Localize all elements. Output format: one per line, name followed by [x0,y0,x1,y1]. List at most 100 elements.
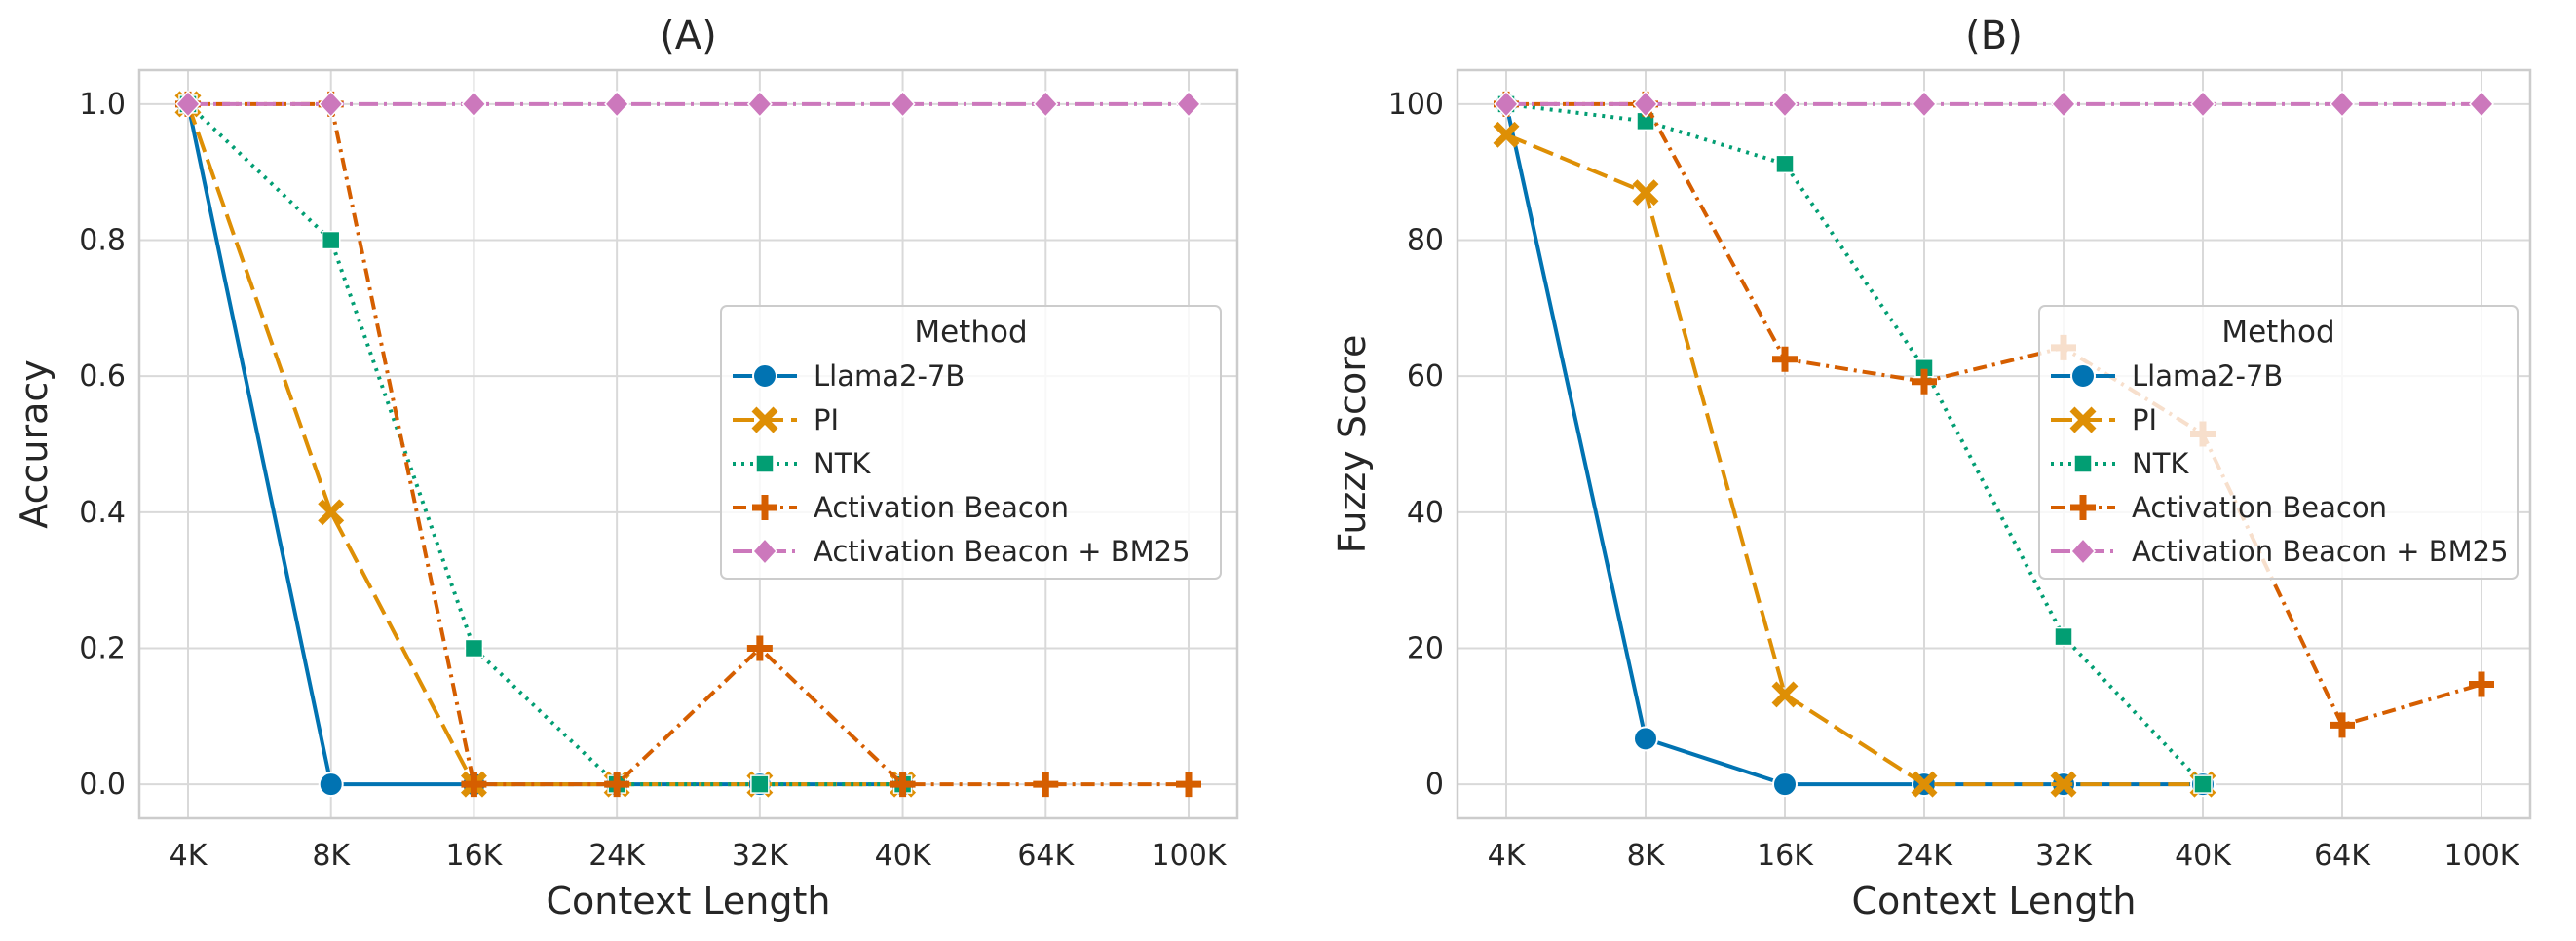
data-point [464,638,484,659]
data-point [604,772,630,798]
legend-title: Method [914,315,1027,350]
data-point [1771,90,1799,119]
data-point [318,772,344,798]
y-tick-label: 60 [1407,359,1444,394]
data-point [2050,90,2077,119]
x-tick-label: 40K [2175,839,2232,873]
plot-frame [1456,68,2532,820]
y-tick-label: 0.0 [79,768,126,802]
legend-label: PI [814,403,839,436]
legend-marker [2073,454,2093,473]
x-tick-label: 32K [732,839,789,873]
y-tick-label: 0 [1425,768,1444,802]
data-point [2189,90,2216,119]
x-tick-label: 16K [445,839,503,873]
x-tick-label: 4K [1488,839,1527,873]
series-line [186,102,903,787]
data-point [2330,712,2355,738]
series-line [186,103,903,787]
x-tick-label: 40K [875,839,932,873]
y-tick-label: 0.2 [79,631,126,665]
data-point [1175,90,1202,119]
legend-marker [751,406,778,433]
legend-label: Activation Beacon + BM25 [814,535,1191,568]
x-axis-label: Context Length [1851,880,2136,922]
y-tick-label: 20 [1407,631,1444,665]
data-point [2054,626,2073,647]
legend-label: Activation Beacon [814,491,1069,524]
series-activation-beacon-bm25 [1493,90,2495,119]
data-point [318,499,345,526]
chart-panel-a: 0.0 0.2 0.4 0.6 0.8 1.0 4K 8K 16K 24K 32K 40K 64K 100… [13,14,1239,922]
series-line [1505,101,2205,786]
data-point [746,90,773,119]
legend-box [720,305,1222,580]
data-point [461,90,487,119]
data-point [2193,774,2213,794]
data-point [1493,90,1520,119]
y-tick-label: 1.0 [79,88,126,122]
legend-marker [752,495,777,520]
data-point [461,772,487,798]
data-point [318,90,344,119]
data-point [1632,179,1659,207]
legend-marker [2069,537,2097,566]
y-tick-label: 40 [1407,496,1444,530]
x-tick-label: 100K [2444,839,2520,873]
legend: Method Llama2-7B PI NTK Activation Beacon Act… [2038,305,2519,580]
data-point [2469,671,2494,697]
data-point [1033,90,1059,119]
series-line [1505,132,2203,787]
data-point [750,774,770,794]
data-point [1632,90,1659,119]
x-tick-label: 16K [1757,839,1814,873]
legend-label: NTK [814,447,871,480]
data-point [1911,90,1938,119]
data-point [746,635,773,661]
legend: Method Llama2-7B PI NTK Activation Beacon Act… [720,305,1222,580]
x-tick-label: 8K [312,839,351,873]
data-point [1911,771,1938,798]
y-tick-label: 0.6 [79,359,126,394]
y-axis-label: Accuracy [13,359,56,529]
legend-label: Llama2-7B [2132,359,2283,393]
data-point [2468,90,2495,119]
legend-marker [2070,363,2096,389]
data-point [1633,726,1658,752]
data-point [604,90,630,119]
legend-label: NTK [2132,447,2189,480]
y-tick-label: 0.8 [79,224,126,258]
data-point [890,772,916,798]
legend-marker [2069,406,2097,433]
x-tick-label: 24K [1896,839,1953,873]
x-tick-label: 24K [588,839,646,873]
x-axis-label: Context Length [546,880,830,922]
series-line [1506,101,2482,728]
data-point [1772,346,1798,372]
legend-label: Activation Beacon [2132,491,2387,524]
data-point [1033,772,1059,798]
y-tick-label: 0.4 [79,496,126,530]
data-point [1176,772,1201,798]
legend-label: Llama2-7B [814,359,965,393]
data-point [321,230,341,250]
data-point [1493,121,1520,148]
series-line [188,101,1189,787]
legend-marker [752,363,777,389]
legend-marker [755,454,775,473]
data-point [1771,681,1799,708]
chart-title: (B) [1965,14,2023,58]
data-point [890,90,916,119]
x-tick-label: 32K [2035,839,2093,873]
chart-title: (A) [660,14,717,58]
x-tick-label: 64K [2314,839,2371,873]
x-tick-label: 8K [1627,839,1666,873]
data-point [174,90,202,119]
data-point [1772,772,1798,798]
legend-box [2038,305,2519,580]
chart-panel-b: 0 20 40 60 80 100 4K 8K 16K 24K 32K 40K 64K 100K (B) Co… [1331,14,2532,922]
data-point [2329,90,2356,119]
y-tick-label: 80 [1407,224,1444,258]
y-tick-label: 100 [1388,88,1444,122]
